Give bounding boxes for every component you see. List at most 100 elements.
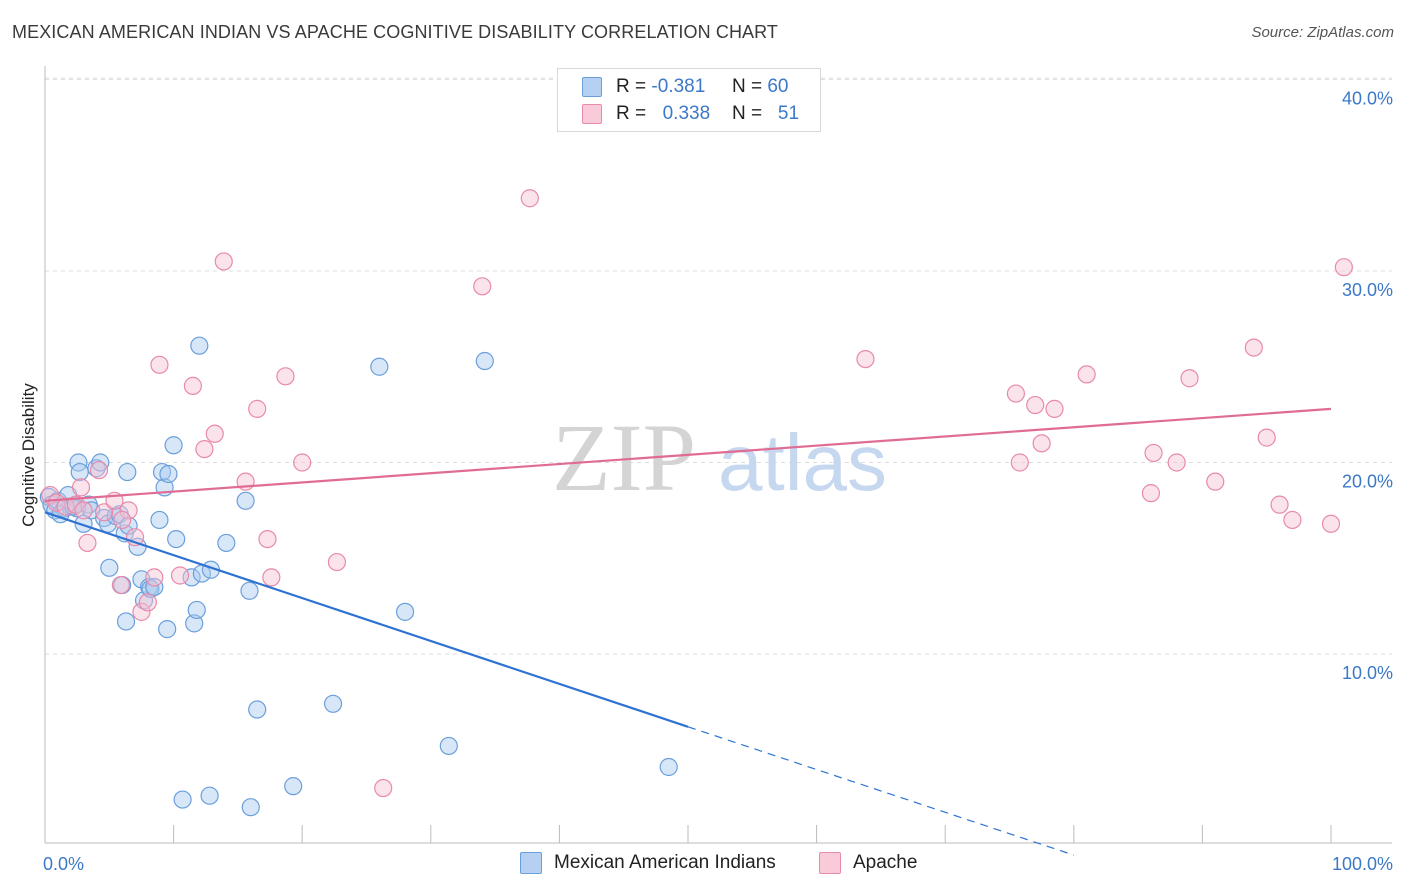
data-point-apache bbox=[1180, 369, 1199, 388]
data-point-mexican-american-indians bbox=[187, 600, 206, 620]
data-point-apache bbox=[113, 510, 132, 530]
data-point-apache bbox=[111, 575, 130, 595]
data-point-mexican-american-indians bbox=[145, 577, 164, 597]
legend-swatch-blue bbox=[520, 852, 542, 874]
legend-n-value: 51 bbox=[777, 103, 800, 124]
grid-lines bbox=[45, 77, 1392, 655]
data-point-mexican-american-indians bbox=[395, 602, 415, 621]
data-point-apache bbox=[1244, 338, 1263, 357]
data-point-apache bbox=[1321, 514, 1341, 533]
data-point-apache bbox=[195, 439, 214, 459]
y-tick-label: 10.0% bbox=[1342, 663, 1393, 683]
data-point-apache bbox=[262, 568, 281, 587]
data-point-mexican-american-indians bbox=[118, 462, 137, 482]
legend-label: Apache bbox=[853, 852, 918, 873]
data-point-mexican-american-indians bbox=[241, 798, 260, 817]
legend-r-label: R = bbox=[616, 103, 647, 124]
data-point-apache bbox=[520, 189, 539, 208]
data-point-mexican-american-indians bbox=[370, 357, 389, 376]
x-tick-label: 100.0% bbox=[1332, 854, 1393, 874]
data-point-apache bbox=[258, 529, 277, 549]
data-point-mexican-american-indians bbox=[236, 491, 255, 510]
data-point-mexican-american-indians bbox=[159, 464, 178, 484]
legend-n-value: 60 bbox=[767, 76, 789, 97]
data-point-apache bbox=[47, 493, 66, 512]
x-tick-label: 0.0% bbox=[43, 854, 84, 874]
data-point-mexican-american-indians bbox=[173, 790, 192, 809]
data-point-apache bbox=[276, 367, 295, 386]
data-point-mexican-american-indians bbox=[217, 533, 236, 553]
data-point-apache bbox=[1032, 434, 1051, 453]
series-legend: Mexican American Indians Apache bbox=[0, 852, 1406, 878]
legend-item-mexican-american-indians[interactable]: Mexican American Indians bbox=[520, 852, 776, 874]
data-point-apache bbox=[119, 501, 138, 520]
legend-item-apache[interactable]: Apache bbox=[819, 852, 917, 874]
data-point-mexican-american-indians bbox=[158, 620, 177, 639]
data-point-mexican-american-indians bbox=[91, 453, 110, 472]
legend-row-apache: R = 0.338 N = 51 bbox=[582, 103, 799, 125]
legend-row-mexican-american-indians: R = -0.381 N = 60 bbox=[582, 76, 788, 98]
data-point-apache bbox=[1270, 495, 1289, 514]
data-point-mexican-american-indians bbox=[240, 581, 259, 600]
correlation-legend: R = -0.381 N = 60 R = 0.338 N = 51 bbox=[557, 68, 821, 132]
data-point-mexican-american-indians bbox=[100, 558, 119, 577]
data-point-apache bbox=[150, 355, 169, 374]
y-tick-label: 40.0% bbox=[1342, 89, 1393, 109]
watermark-zip: ZIP bbox=[552, 404, 696, 511]
data-point-apache bbox=[1167, 453, 1186, 472]
data-point-apache bbox=[473, 277, 492, 296]
data-point-apache bbox=[1206, 472, 1225, 491]
data-point-apache bbox=[293, 453, 312, 472]
data-point-apache bbox=[1141, 484, 1161, 503]
data-point-apache bbox=[214, 252, 233, 271]
data-point-mexican-american-indians bbox=[152, 462, 172, 482]
data-point-apache bbox=[1077, 365, 1096, 384]
trend-line-mexican-american-indians bbox=[44, 511, 689, 728]
data-point-apache bbox=[1283, 510, 1302, 530]
data-point-apache bbox=[1334, 258, 1353, 277]
data-point-mexican-american-indians bbox=[69, 453, 88, 472]
data-point-mexican-american-indians bbox=[116, 612, 136, 631]
legend-swatch-blue bbox=[582, 77, 602, 97]
data-point-mexican-american-indians bbox=[182, 568, 201, 587]
data-point-mexican-american-indians bbox=[150, 510, 169, 530]
trend-lines bbox=[44, 407, 1332, 856]
data-point-apache bbox=[1045, 399, 1064, 418]
data-point-apache bbox=[74, 501, 93, 520]
legend-swatch-pink bbox=[819, 852, 841, 874]
data-point-mexican-american-indians bbox=[164, 436, 183, 455]
y-tick-label: 20.0% bbox=[1342, 472, 1393, 492]
y-axis-label: Cognitive Disability bbox=[19, 383, 38, 527]
data-point-mexican-american-indians bbox=[167, 529, 186, 549]
watermark: ZIP atlas bbox=[552, 404, 887, 511]
data-point-mexican-american-indians bbox=[659, 757, 678, 777]
data-point-mexican-american-indians bbox=[284, 777, 303, 796]
trend-line-apache bbox=[44, 407, 1332, 502]
data-point-apache bbox=[170, 566, 190, 585]
legend-r-value: 0.338 bbox=[662, 103, 711, 124]
watermark-atlas: atlas bbox=[718, 418, 887, 507]
data-point-apache bbox=[145, 568, 164, 587]
data-point-apache bbox=[856, 349, 875, 369]
data-point-apache bbox=[248, 399, 267, 418]
data-point-apache bbox=[327, 552, 347, 572]
y-tick-label: 30.0% bbox=[1342, 280, 1393, 300]
data-point-mexican-american-indians bbox=[190, 336, 209, 355]
data-point-mexican-american-indians bbox=[200, 786, 219, 805]
legend-swatch-pink bbox=[582, 104, 602, 124]
data-point-apache bbox=[89, 461, 109, 480]
data-point-apache bbox=[132, 602, 151, 621]
trend-line-extension bbox=[687, 726, 1074, 856]
series-apache bbox=[41, 189, 1353, 798]
axes bbox=[44, 66, 1392, 844]
data-point-mexican-american-indians bbox=[70, 462, 89, 482]
legend-r-label: R = bbox=[616, 76, 647, 97]
data-point-apache bbox=[138, 593, 157, 612]
data-point-apache bbox=[1144, 443, 1163, 463]
data-point-apache bbox=[374, 778, 393, 798]
source-label: Source: ZipAtlas.com bbox=[1251, 24, 1394, 41]
data-point-apache bbox=[1010, 453, 1029, 472]
data-point-apache bbox=[1026, 395, 1045, 415]
data-point-apache bbox=[78, 533, 97, 553]
